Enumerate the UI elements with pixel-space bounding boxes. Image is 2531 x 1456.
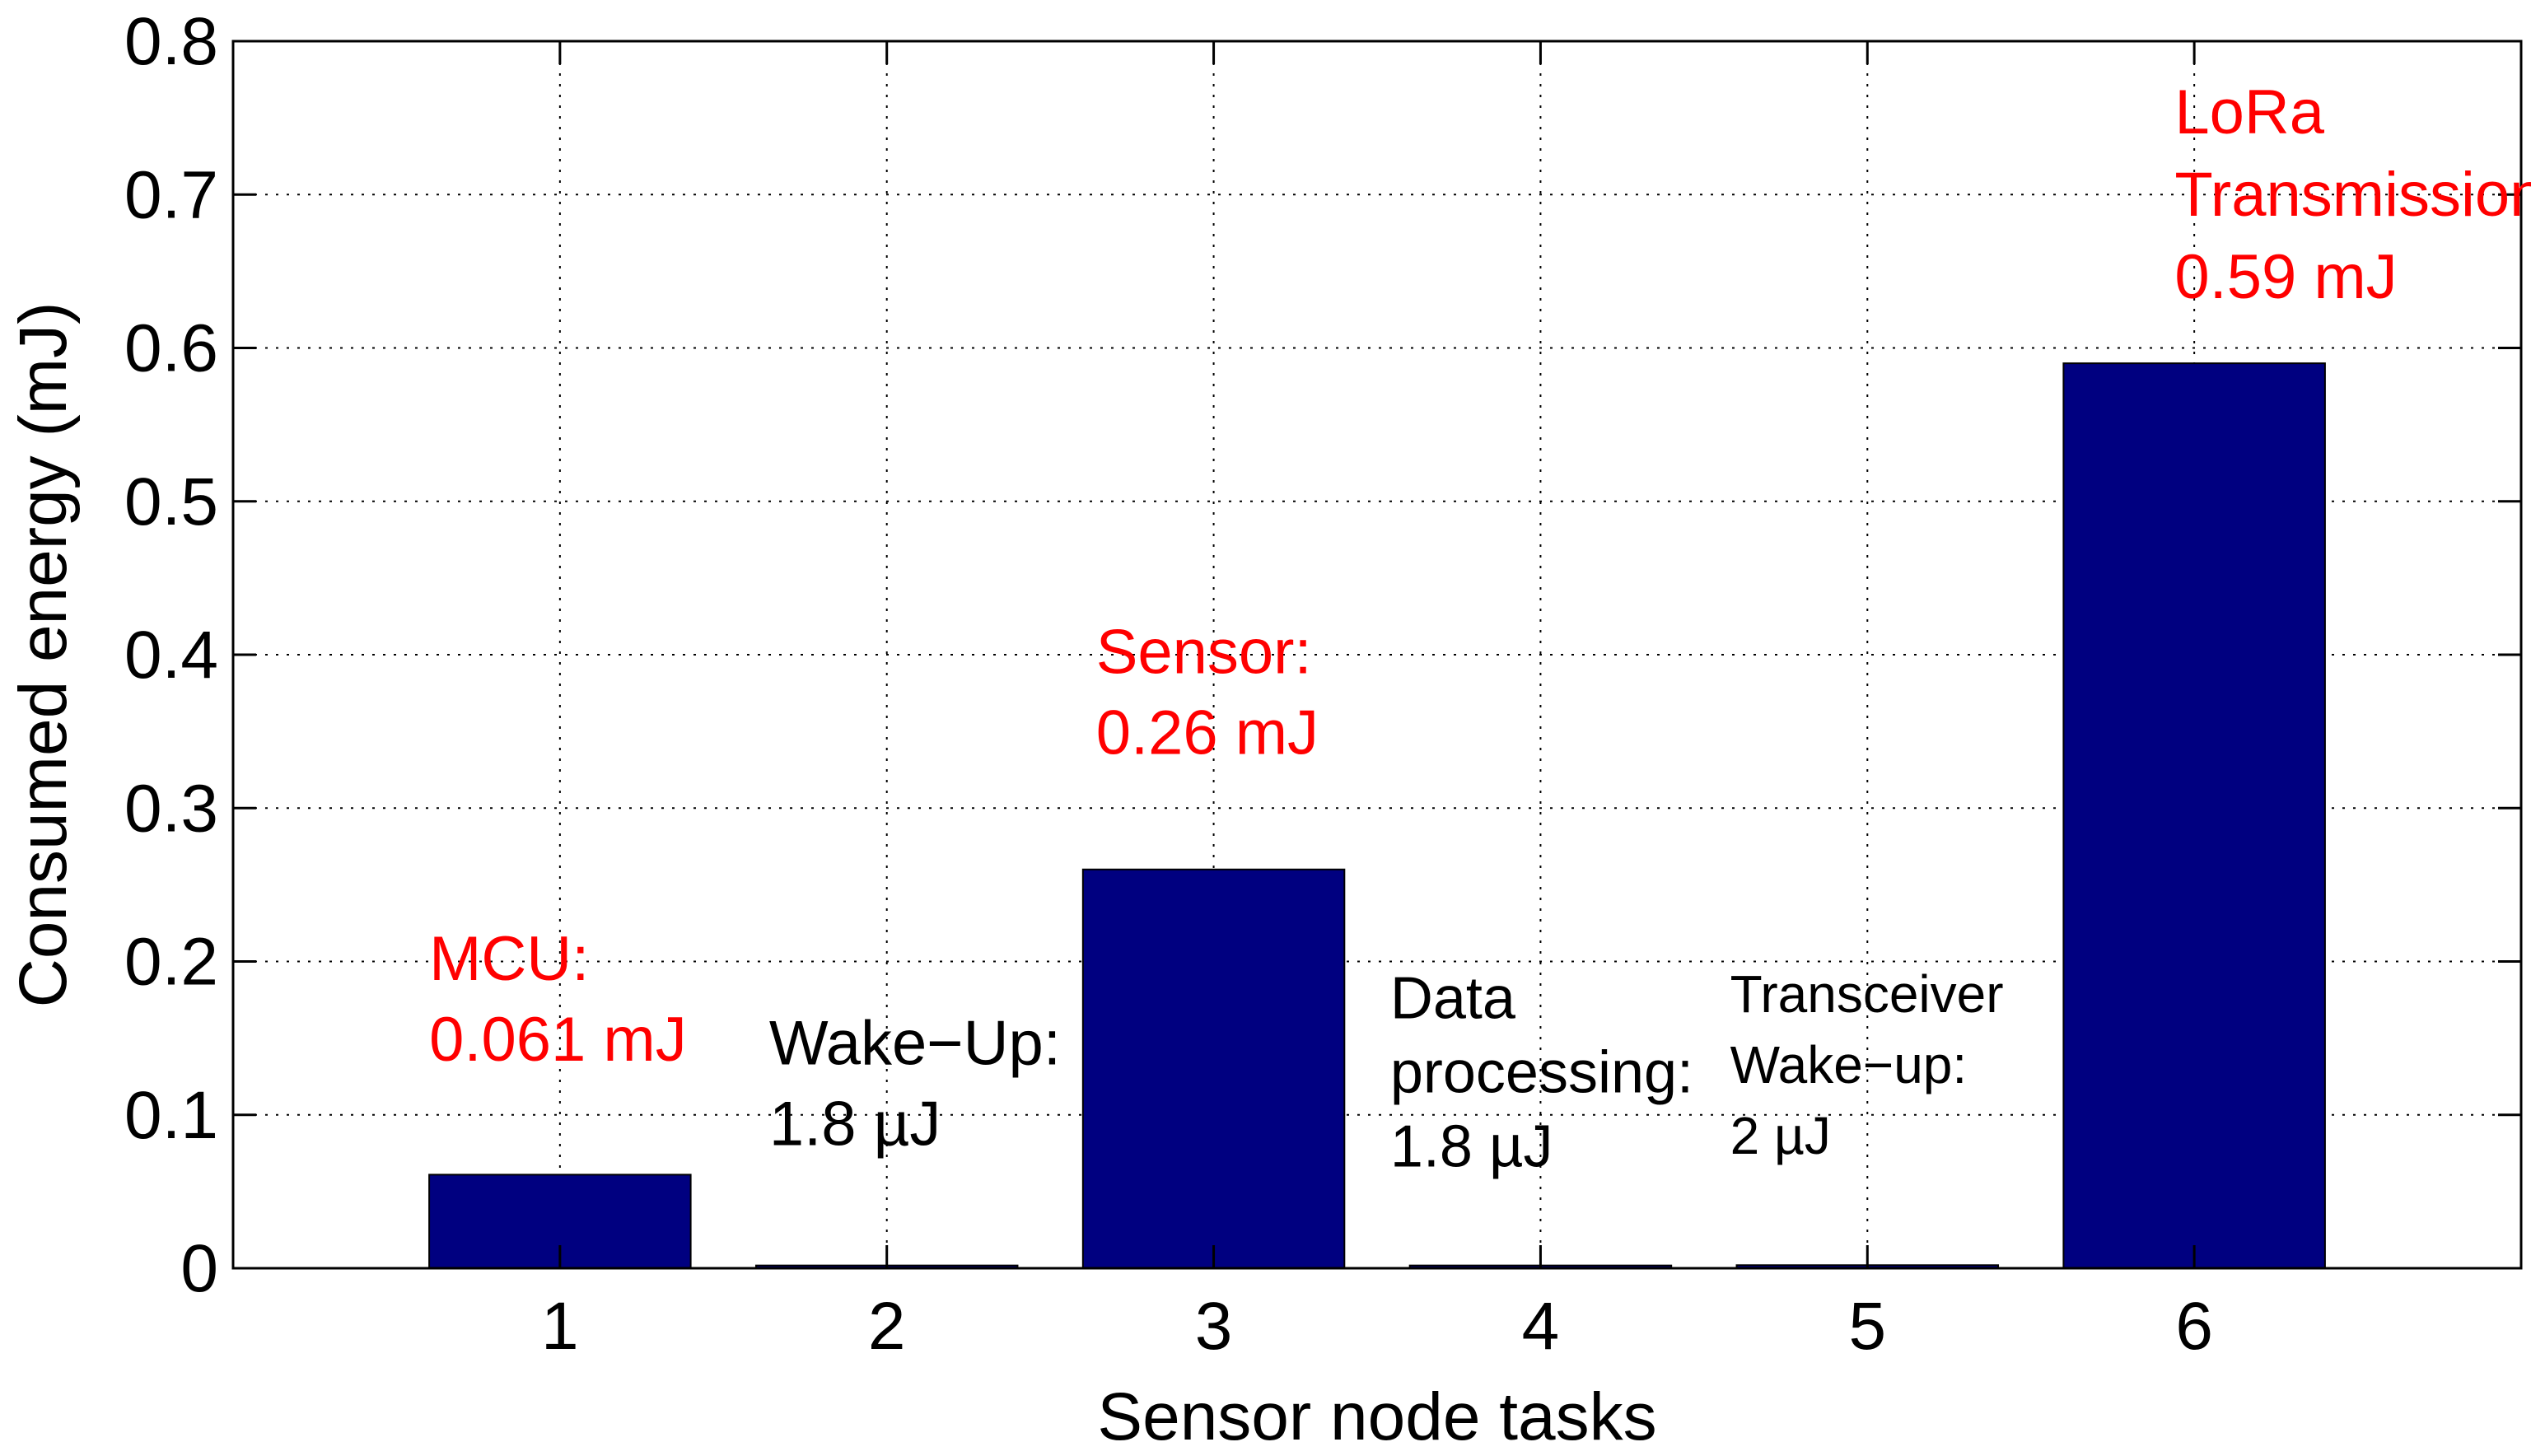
annotation-line: Transceiver (1730, 964, 2004, 1024)
annotation-line: 1.8 µJ (769, 1089, 941, 1159)
tick-marks (233, 40, 2521, 1270)
annotation-line: 0.59 mJ (2174, 242, 2397, 312)
bar-annotations: MCU: 0.061 mJ Wake−Up: 1.8 µJ Sensor: 0.26 mJ… (429, 77, 2531, 1180)
annotation-line: processing: (1390, 1039, 1693, 1105)
annotation-task-1: MCU: 0.061 mJ (429, 924, 687, 1075)
x-tick-label: 4 (1522, 1289, 1560, 1364)
y-tick-label: 0 (180, 1231, 218, 1306)
x-axis-label: Sensor node tasks (1097, 1379, 1656, 1454)
annotation-line: Data (1390, 965, 1516, 1031)
y-tick-label: 0.1 (124, 1078, 218, 1153)
annotation-line: 2 µJ (1730, 1106, 1831, 1165)
annotation-line: 1.8 µJ (1390, 1113, 1553, 1179)
annotation-task-4: Data processing: 1.8 µJ (1390, 965, 1693, 1179)
y-tick-label: 0.5 (124, 464, 218, 539)
annotation-task-5: Transceiver Wake−up: 2 µJ (1730, 964, 2004, 1165)
annotation-line: Transmission: (2174, 160, 2531, 230)
annotation-line: MCU: (429, 924, 589, 994)
y-tick-labels: 0 0.1 0.2 0.3 0.4 0.5 0.6 0.7 0.8 (124, 4, 218, 1306)
y-tick-label: 0.8 (124, 4, 218, 79)
y-tick-label: 0.7 (124, 157, 218, 232)
x-tick-label: 1 (541, 1289, 579, 1364)
annotation-line: 0.26 mJ (1096, 698, 1319, 768)
annotation-task-6: LoRa Transmission: 0.59 mJ (2174, 77, 2531, 312)
y-tick-label: 0.6 (124, 311, 218, 386)
y-tick-label: 0.4 (124, 618, 218, 693)
annotation-task-2: Wake−Up: 1.8 µJ (769, 1008, 1061, 1159)
bar-task-3 (1081, 868, 1346, 1269)
annotation-task-3: Sensor: 0.26 mJ (1096, 617, 1319, 768)
x-tick-label: 6 (2175, 1289, 2213, 1364)
y-tick-label: 0.2 (124, 925, 218, 1000)
annotation-line: Wake−up: (1730, 1035, 1968, 1094)
annotation-line: Wake−Up: (769, 1008, 1061, 1078)
x-tick-label: 2 (868, 1289, 906, 1364)
annotation-line: Sensor: (1096, 617, 1312, 687)
bar-task-6 (2062, 362, 2326, 1269)
x-tick-labels: 1 2 3 4 5 6 (541, 1289, 2213, 1364)
y-tick-label: 0.3 (124, 771, 218, 846)
y-axis-label: Consumed energy (mJ) (6, 302, 81, 1008)
x-tick-label: 3 (1195, 1289, 1233, 1364)
annotation-line: 0.061 mJ (429, 1005, 687, 1075)
annotation-line: LoRa (2174, 77, 2324, 147)
bars (428, 362, 2326, 1270)
x-tick-label: 5 (1848, 1289, 1886, 1364)
